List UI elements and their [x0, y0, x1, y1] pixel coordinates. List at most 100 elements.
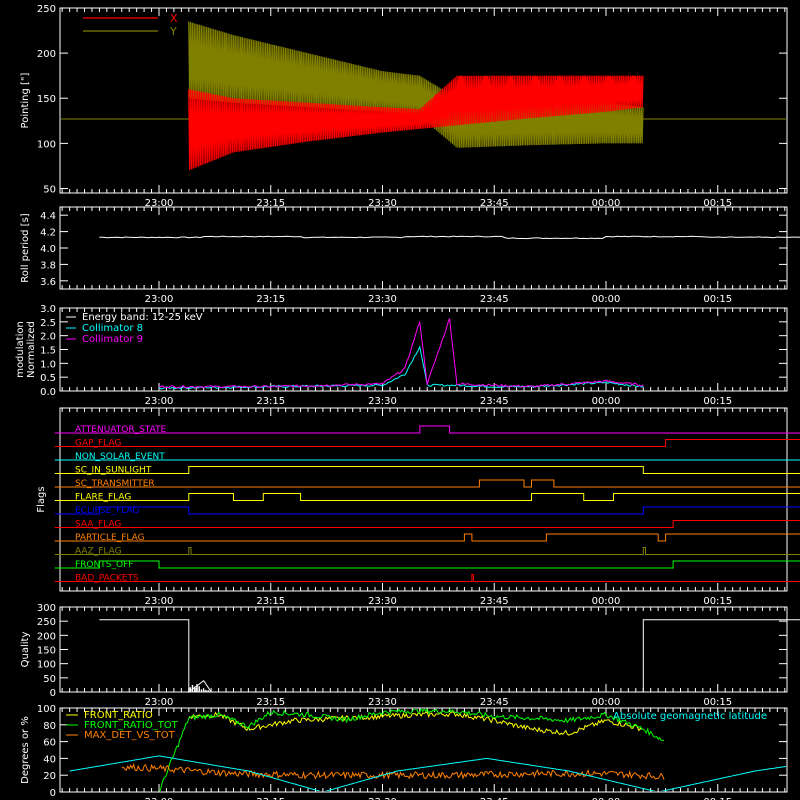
modulation-plot — [158, 318, 644, 390]
flag-label-sc-in-sunlight: SC_IN_SUNLIGHT — [75, 466, 152, 476]
roll-ylabel: Roll period [s] — [20, 213, 31, 282]
pointing-xtick-label: 23:30 — [368, 198, 397, 209]
flag-line-attenuator-state — [54, 425, 800, 434]
flag-line-particle-flag — [54, 533, 800, 542]
flag-label-sc-transmitter: SC_TRANSMITTER — [75, 479, 155, 489]
flag-label-gap-flag: GAP_FLAG — [75, 439, 121, 449]
flag-label-attenuator-state: ATTENUATOR_STATE — [75, 425, 167, 435]
pointing-xtick-label: 23:00 — [145, 198, 174, 209]
pointing-ytick-label: 200 — [37, 49, 56, 60]
ratios-annotation: Absolute geomagnetic latitude — [613, 711, 767, 722]
flags-xtick-label: 00:00 — [592, 596, 621, 607]
roll-xtick-label: 23:15 — [256, 294, 285, 305]
quality-xtick-label: 00:15 — [703, 697, 732, 708]
pointing-ytick-label: 50 — [43, 184, 56, 195]
flag-line-flare-flag — [54, 493, 800, 501]
quality-ytick-label: 0 — [50, 688, 56, 699]
flag-line-saa-flag — [54, 520, 800, 528]
modulation-xtick-label: 00:00 — [592, 396, 621, 407]
ratios-xtick-label: 23:45 — [480, 797, 509, 800]
flag-label-eclipse-flag: ECLIPSE_FLAG — [75, 506, 139, 516]
ratios-ytick-label: 20 — [43, 771, 56, 782]
flags-xtick-label: 23:30 — [368, 596, 397, 607]
flag-line-gap-flag — [54, 439, 800, 447]
flag-line-sc-in-sunlight — [54, 466, 800, 474]
ratios-ytick-label: 100 — [37, 704, 56, 715]
pointing-ytick-label: 250 — [37, 4, 56, 15]
flag-label-flare-flag: FLARE_FLAG — [75, 493, 131, 503]
modulation-xtick-label: 23:45 — [480, 396, 509, 407]
modulation-xtick-label: 23:00 — [145, 396, 174, 407]
quality-ytick-label: 100 — [37, 660, 56, 671]
flags-frame — [59, 407, 788, 592]
ratios-xtick-label: 23:00 — [145, 797, 174, 800]
ratios-legend-label: FRONT_RATIO_TOT — [84, 720, 179, 731]
flag-line-aaz-flag — [54, 547, 800, 555]
modulation-ytick-label: 2.0 — [40, 332, 56, 343]
pointing-ytick-label: 100 — [37, 139, 56, 150]
pointing-series-Y — [188, 21, 644, 148]
ratios-ytick-label: 40 — [43, 754, 56, 765]
quality-ytick-label: 200 — [37, 631, 56, 642]
quality-series — [99, 619, 800, 694]
flag-line-eclipse-flag — [54, 506, 800, 515]
roll-ytick-label: 3.8 — [40, 260, 56, 271]
modulation-ylabel: Normalized — [26, 321, 37, 378]
flag-label-non-solar-event: NON_SOLAR_EVENT — [75, 452, 165, 462]
pointing-frame — [59, 7, 788, 194]
roll-xtick-label: 00:00 — [592, 294, 621, 305]
pointing-xtick-label: 00:00 — [592, 198, 621, 209]
ratios-xtick-label: 23:15 — [256, 797, 285, 800]
roll-xtick-label: 23:45 — [480, 294, 509, 305]
quality-xtick-label: 00:00 — [592, 697, 621, 708]
ratios-ytick-label: 80 — [43, 721, 56, 732]
quality-ylabel: Quality — [20, 632, 31, 668]
quality-spikes — [189, 684, 212, 692]
flag-label-saa-flag: SAA_FLAG — [75, 520, 121, 530]
modulation-legend-label: Collimator 8 — [82, 323, 143, 334]
ratios-series-Absolute-geomagnetic-latitude — [69, 755, 786, 791]
roll-frame — [59, 206, 788, 290]
quality-ytick-label: 150 — [37, 646, 56, 657]
pointing-xtick-label: 23:15 — [256, 198, 285, 209]
modulation-ytick-label: 1.0 — [40, 359, 56, 370]
ratios-legend-label: FRONT_RATIO — [84, 710, 153, 721]
pointing-series-X-late — [426, 75, 644, 118]
flag-line-sc-transmitter — [54, 479, 800, 488]
pointing-legend-label: X — [170, 12, 178, 25]
quality-ytick-label: 250 — [37, 617, 56, 628]
flag-label-bad-packets: BAD_PACKETS — [75, 574, 139, 584]
pointing-ytick-label: 150 — [37, 94, 56, 105]
flag-line-fronts-off — [54, 560, 800, 569]
ratios-series-MAX_DET_VS_TOT — [121, 762, 665, 780]
pointing-xtick-label: 00:15 — [703, 198, 732, 209]
ratios-ytick-label: 0 — [50, 788, 56, 799]
modulation-series-Collimator-9 — [158, 318, 644, 389]
roll-xtick-label: 23:30 — [368, 294, 397, 305]
modulation-series-Collimator-8 — [158, 345, 644, 390]
modulation-ylabel: modulation — [15, 321, 26, 378]
modulation-legend-label: Energy band: 12-25 keV — [82, 312, 203, 323]
flags-xtick-label: 23:45 — [480, 596, 509, 607]
pointing-ylabel: Pointing ["] — [20, 72, 31, 128]
pointing-plot — [61, 21, 786, 171]
modulation-xtick-label: 23:30 — [368, 396, 397, 407]
ratios-series-FRONT_RATIO — [188, 711, 643, 736]
modulation-ytick-label: 0.0 — [40, 387, 56, 398]
quality-ytick-label: 50 — [43, 674, 56, 685]
flag-label-particle-flag: PARTICLE_FLAG — [75, 533, 145, 543]
ratios-plot — [69, 709, 786, 791]
modulation-xtick-label: 23:15 — [256, 396, 285, 407]
roll-ytick-label: 3.6 — [40, 277, 56, 288]
quality-xtick-label: 23:15 — [256, 697, 285, 708]
roll-ytick-label: 4.2 — [40, 228, 56, 239]
ratios-xtick-label: 00:15 — [703, 797, 732, 800]
roll-xtick-label: 23:00 — [145, 294, 174, 305]
ratios-ylabel: Degrees or % — [20, 716, 31, 784]
modulation-ytick-label: 0.5 — [40, 373, 56, 384]
quality-xtick-label: 23:45 — [480, 697, 509, 708]
quality-ytick-label: 300 — [37, 603, 56, 614]
pointing-series-X — [188, 75, 644, 171]
modulation-ytick-label: 2.5 — [40, 318, 56, 329]
